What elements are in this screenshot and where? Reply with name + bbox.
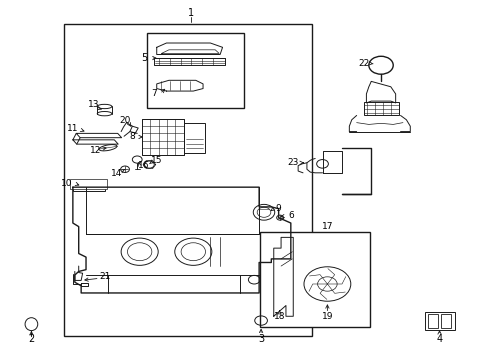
Text: 17: 17 bbox=[321, 222, 332, 231]
Text: 15: 15 bbox=[151, 156, 162, 165]
Bar bbox=[427, 314, 437, 328]
Bar bbox=[424, 312, 454, 329]
Bar bbox=[260, 232, 369, 327]
Bar bbox=[142, 119, 183, 155]
Text: 16: 16 bbox=[138, 161, 149, 170]
Text: 23: 23 bbox=[287, 158, 298, 167]
Text: 2: 2 bbox=[28, 333, 35, 343]
Text: 22: 22 bbox=[358, 59, 369, 68]
Bar bbox=[183, 123, 205, 153]
Bar bbox=[73, 184, 104, 192]
Text: 1: 1 bbox=[187, 8, 194, 18]
Text: 20: 20 bbox=[119, 116, 130, 125]
Text: 19: 19 bbox=[321, 312, 332, 321]
Text: 18: 18 bbox=[273, 312, 285, 321]
Text: 3: 3 bbox=[258, 333, 264, 343]
Text: 4: 4 bbox=[436, 333, 442, 343]
Text: 9: 9 bbox=[275, 204, 281, 213]
Text: 6: 6 bbox=[287, 211, 293, 220]
Bar bbox=[70, 179, 107, 189]
Text: 11: 11 bbox=[67, 123, 79, 132]
Text: 7: 7 bbox=[151, 89, 157, 98]
Text: 5: 5 bbox=[141, 53, 147, 63]
Text: 14: 14 bbox=[111, 169, 122, 178]
Bar bbox=[363, 102, 398, 116]
Bar bbox=[440, 314, 450, 328]
Bar bbox=[147, 33, 244, 108]
Text: 8: 8 bbox=[129, 132, 135, 141]
Text: 13: 13 bbox=[87, 100, 99, 109]
Text: 10: 10 bbox=[61, 179, 72, 188]
Bar bbox=[64, 24, 311, 336]
Text: 12: 12 bbox=[90, 146, 101, 155]
Text: 21: 21 bbox=[100, 272, 111, 281]
